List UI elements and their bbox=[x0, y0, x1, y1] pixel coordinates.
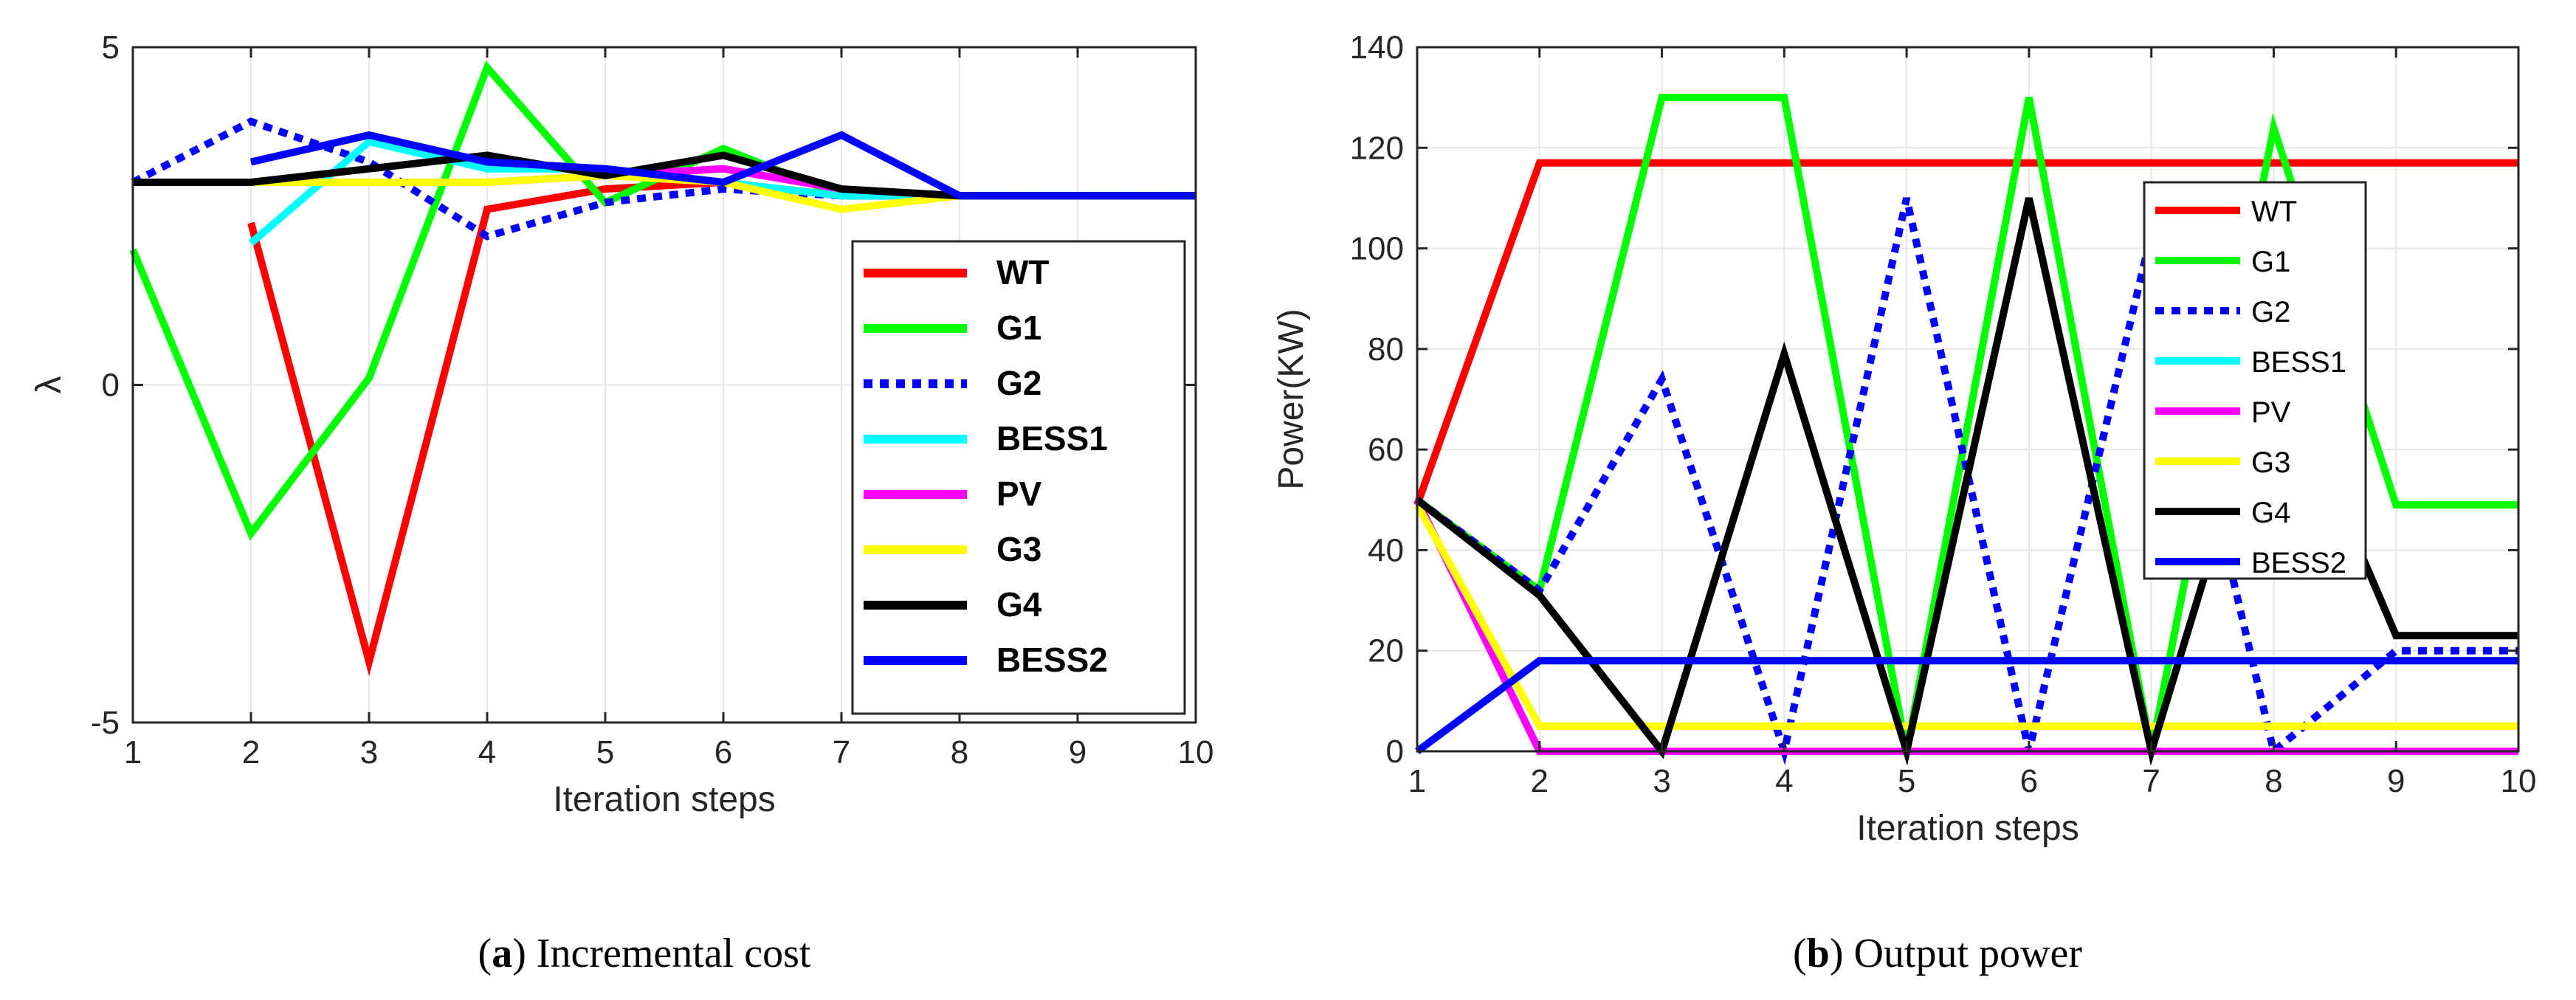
y-tick-label: 120 bbox=[1350, 130, 1404, 166]
legend-label-g4: G4 bbox=[2251, 497, 2290, 529]
x-tick-label: 4 bbox=[478, 734, 496, 770]
x-tick-label: 4 bbox=[1775, 763, 1793, 799]
x-tick-label: 3 bbox=[360, 734, 378, 770]
x-axis-label: Iteration steps bbox=[553, 780, 776, 819]
legend-label-g3: G3 bbox=[996, 530, 1041, 568]
x-tick-label: 7 bbox=[2142, 763, 2160, 799]
y-tick-label: 80 bbox=[1368, 331, 1404, 368]
y-tick-label: 0 bbox=[102, 368, 120, 404]
x-tick-label: 5 bbox=[1898, 763, 1915, 799]
legend-label-g2: G2 bbox=[2251, 296, 2290, 328]
legend-label-bess1: BESS1 bbox=[2251, 346, 2346, 379]
legend-label-bess1: BESS1 bbox=[996, 419, 1108, 458]
y-axis-label: λ bbox=[30, 376, 69, 394]
x-tick-label: 10 bbox=[1178, 734, 1214, 770]
caption-b: (b) Output power bbox=[1793, 931, 2082, 976]
legend-label-pv: PV bbox=[996, 475, 1042, 513]
legend: WT G1 G2 BESS1 PV G3 G4 BESS2 bbox=[851, 240, 1186, 715]
x-tick-label: 7 bbox=[833, 734, 850, 770]
legend-label-bess2: BESS2 bbox=[996, 641, 1108, 679]
legend-label-g3: G3 bbox=[2251, 446, 2290, 479]
incremental-cost-chart: 1 2 3 4 5 6 7 8 9 10 -5 0 5 Iteration steps λ WT G1 G2 BES… bbox=[30, 30, 1213, 819]
x-tick-label: 3 bbox=[1653, 763, 1670, 799]
y-tick-label: 20 bbox=[1368, 633, 1404, 669]
y-tick-label: 40 bbox=[1368, 532, 1404, 568]
caption-a: (a) Incremental cost bbox=[478, 931, 811, 976]
x-tick-label: 1 bbox=[124, 734, 142, 770]
x-tick-label: 8 bbox=[951, 734, 968, 770]
x-axis-label: Iteration steps bbox=[1856, 809, 2079, 848]
caption-b-letter: b bbox=[1807, 931, 1830, 976]
x-tick-label: 2 bbox=[242, 734, 260, 770]
y-tick-label: 140 bbox=[1350, 30, 1404, 66]
y-tick-label: 0 bbox=[1386, 734, 1404, 770]
x-tick-label: 9 bbox=[2387, 763, 2405, 799]
legend: WT G1 G2 BESS1 PV G3 G4 BESS2 bbox=[2143, 181, 2367, 580]
legend-label-g4: G4 bbox=[996, 585, 1042, 624]
legend-label-g1: G1 bbox=[2251, 246, 2290, 278]
y-tick-label: 100 bbox=[1350, 231, 1404, 267]
caption-b-text: ) Output power bbox=[1830, 931, 2083, 976]
x-tick-label: 5 bbox=[596, 734, 614, 770]
legend-label-pv: PV bbox=[2251, 396, 2291, 429]
axes-box bbox=[1416, 46, 2520, 753]
legend-label-wt: WT bbox=[2251, 196, 2297, 228]
y-tick-label: -5 bbox=[91, 705, 120, 741]
legend-box bbox=[851, 240, 1186, 715]
x-tick-label: 9 bbox=[1069, 734, 1086, 770]
caption-a-letter: a bbox=[492, 931, 512, 976]
series-line-g3 bbox=[1413, 503, 2518, 730]
series-line-bess2 bbox=[249, 131, 1196, 200]
x-tick-label: 10 bbox=[2501, 763, 2537, 799]
legend-label-wt: WT bbox=[996, 253, 1050, 292]
x-tick-label: 6 bbox=[2020, 763, 2038, 799]
x-tick-label: 2 bbox=[1531, 763, 1549, 799]
y-tick-label: 5 bbox=[102, 30, 120, 66]
x-tick-label: 1 bbox=[1408, 763, 1426, 799]
series-line-bess2 bbox=[1415, 657, 2518, 755]
legend-label-bess2: BESS2 bbox=[2251, 547, 2346, 579]
y-tick-label: 60 bbox=[1368, 432, 1404, 468]
x-tick-label: 8 bbox=[2265, 763, 2282, 799]
y-axis-label: Power(KW) bbox=[1272, 308, 1311, 489]
caption-a-text: ) Incremental cost bbox=[512, 931, 811, 976]
legend-label-g2: G2 bbox=[996, 364, 1041, 402]
series-line-wt bbox=[1413, 159, 2518, 506]
x-tick-label: 6 bbox=[714, 734, 732, 770]
legend-label-g1: G1 bbox=[996, 308, 1041, 347]
